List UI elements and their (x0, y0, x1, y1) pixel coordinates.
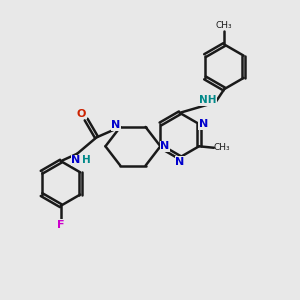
Text: NH: NH (199, 95, 217, 105)
Text: N: N (71, 155, 80, 165)
Text: F: F (57, 220, 64, 230)
Text: CH₃: CH₃ (214, 143, 230, 152)
Text: N: N (160, 141, 170, 151)
Text: O: O (77, 109, 86, 118)
Text: N: N (175, 157, 184, 167)
Text: H: H (82, 155, 91, 165)
Text: N: N (111, 121, 121, 130)
Text: N: N (199, 119, 208, 129)
Text: CH₃: CH₃ (216, 21, 232, 30)
